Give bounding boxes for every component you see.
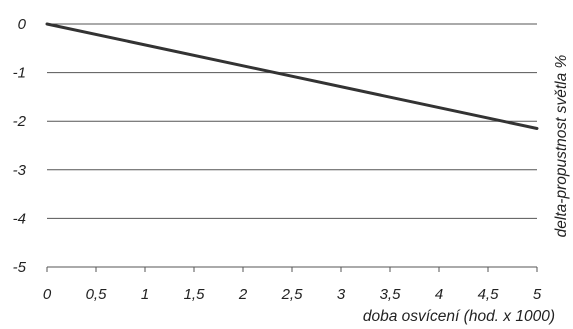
series-line-0 xyxy=(45,22,539,130)
y-tick-label-3: -3 xyxy=(13,162,27,179)
x-tick-label-2: 1 xyxy=(141,286,149,303)
x-axis-ticks xyxy=(46,267,538,272)
x-tick-label-5: 2,5 xyxy=(281,286,304,303)
x-tick-label-1: 0,5 xyxy=(86,286,108,303)
y-tick-label-1: -1 xyxy=(13,65,26,82)
y-tick-label-4: -4 xyxy=(13,210,26,227)
x-tick-label-3: 1,5 xyxy=(184,286,206,303)
gridlines xyxy=(47,23,537,268)
y-tick-label-0: 0 xyxy=(18,16,27,33)
x-axis-tick-labels: 0 0,5 1 1,5 2 2,5 3 3,5 4 4,5 5 xyxy=(43,286,542,303)
x-tick-label-4: 2 xyxy=(238,286,248,303)
x-tick-label-10: 5 xyxy=(533,286,542,303)
x-tick-label-0: 0 xyxy=(43,286,52,303)
x-tick-label-7: 3,5 xyxy=(380,286,402,303)
series-lines xyxy=(45,22,539,130)
y-axis-tick-labels: 0 -1 -2 -3 -4 -5 xyxy=(13,16,27,276)
x-tick-label-9: 4,5 xyxy=(478,286,500,303)
y-tick-label-2: -2 xyxy=(13,113,27,130)
x-tick-label-8: 4 xyxy=(435,286,443,303)
y-axis-title: delta-propustnost světla % xyxy=(553,54,570,237)
y-tick-label-5: -5 xyxy=(13,259,27,276)
x-axis-title: doba osvícení (hod. x 1000) xyxy=(363,308,555,325)
x-tick-label-6: 3 xyxy=(337,286,346,303)
